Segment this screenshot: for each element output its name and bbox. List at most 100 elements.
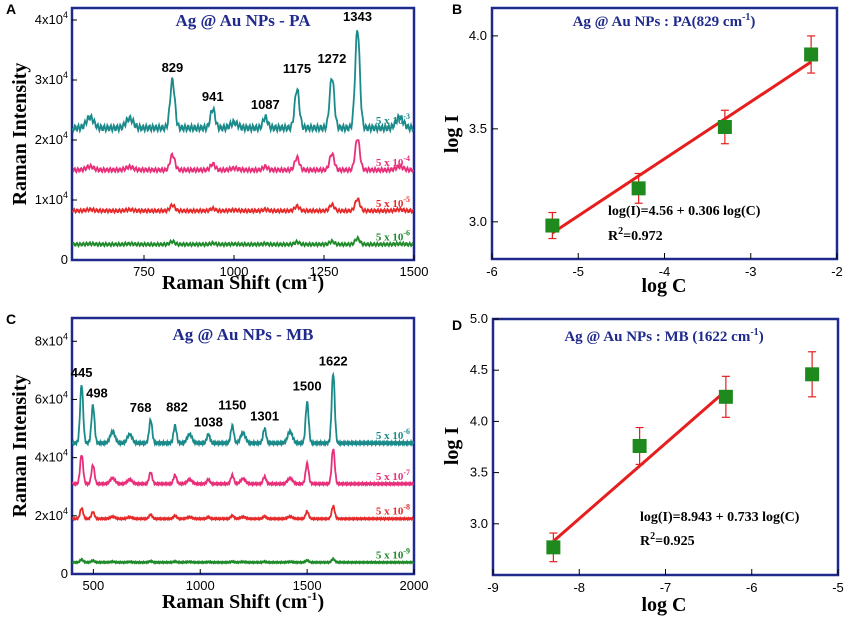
y-tick-label: 4.0 xyxy=(470,413,488,428)
peak-label: 941 xyxy=(202,89,224,104)
x-tick-label: -7 xyxy=(660,580,672,595)
concentration-label: 5 x 10-6 xyxy=(376,228,410,243)
peak-label: 498 xyxy=(86,385,108,400)
peak-label: 1038 xyxy=(194,414,223,429)
x-tick-label: 1500 xyxy=(293,578,322,593)
x-tick-label: -2 xyxy=(831,264,843,279)
y-tick-label: 2x104 xyxy=(35,130,68,147)
panel-c-xlabel: Raman Shift (cm-1) xyxy=(162,589,324,613)
panel-a-title: Ag @ Au NPs - PA xyxy=(176,11,312,30)
panel-b-calibration-pa: Ag @ Au NPs : PA(829 cm-1) -6 -5 -4 -3 -2 3.0… xyxy=(441,6,843,297)
y-tick-label: 3x104 xyxy=(35,70,68,87)
spectrum-line xyxy=(71,371,415,448)
x-tick-label: 750 xyxy=(133,264,155,279)
peak-label: 1175 xyxy=(283,61,311,76)
panel-d-plot xyxy=(546,351,820,563)
x-tick-label: 2000 xyxy=(400,578,429,593)
y-tick-label: 4x104 xyxy=(35,448,68,465)
x-tick-label: -3 xyxy=(745,264,757,279)
peak-label: 445 xyxy=(71,365,93,380)
panel-label-a: A xyxy=(6,1,16,17)
peak-label: 1500 xyxy=(293,378,322,393)
panel-d-r2: R2=0.925 xyxy=(640,531,695,549)
y-tick-label: 0 xyxy=(61,566,68,581)
panel-c-ylabel: Raman Intensity xyxy=(9,375,31,518)
spectrum-line xyxy=(71,556,415,565)
concentration-label: 5 x 10-8 xyxy=(376,503,410,518)
x-tick-label: -6 xyxy=(746,580,758,595)
peak-label: 882 xyxy=(166,400,188,415)
panel-c-spectra: 5 x 10-6 5 x 10-7 5 x 10-8 5 x 10-9 445 498 76… xyxy=(71,353,415,565)
x-tick-label: 500 xyxy=(83,578,105,593)
panel-a-ticks: 750 1000 1250 1500 1x104 2x104 3x104 4x104 0 xyxy=(35,10,429,279)
concentration-label: 5 x 10-4 xyxy=(376,154,410,169)
x-tick-label: 1000 xyxy=(220,264,249,279)
panel-b-xlabel: log C xyxy=(642,275,687,297)
y-tick-label: 3.5 xyxy=(469,121,487,136)
x-tick-label: 1250 xyxy=(310,264,339,279)
y-tick-label: 3.5 xyxy=(470,465,488,480)
peak-label: 829 xyxy=(162,60,184,75)
x-tick-label: -9 xyxy=(487,580,499,595)
panel-label-c: C xyxy=(6,311,16,327)
panel-a-frame xyxy=(70,6,416,262)
data-point xyxy=(717,119,732,134)
concentration-label: 5 x 10-3 xyxy=(376,112,410,127)
spectrum-line xyxy=(72,504,415,522)
x-tick-label: -5 xyxy=(832,580,844,595)
x-tick-label: -4 xyxy=(659,264,671,279)
data-point xyxy=(632,438,647,453)
panel-b-r2: R2=0.972 xyxy=(608,226,663,244)
y-tick-label: 0 xyxy=(61,252,68,267)
panel-c-title: Ag @ Au NPs - MB xyxy=(173,325,314,344)
panel-label-b: B xyxy=(452,1,462,17)
y-tick-label: 5.0 xyxy=(470,311,488,326)
data-point xyxy=(805,367,820,382)
panel-b-equation: log(I)=4.56 + 0.306 log(C) xyxy=(608,204,761,219)
y-tick-label: 1x104 xyxy=(35,190,68,207)
data-point xyxy=(718,389,733,404)
spectrum-line xyxy=(71,234,414,248)
y-tick-label: 4.0 xyxy=(469,28,487,43)
x-tick-label: 1000 xyxy=(186,578,215,593)
panel-label-d: D xyxy=(452,317,462,333)
data-point xyxy=(804,47,819,62)
peak-label: 768 xyxy=(130,400,152,415)
panel-b-plot xyxy=(545,35,819,240)
spectrum-line xyxy=(71,30,414,135)
concentration-label: 5 x 10-7 xyxy=(376,468,410,483)
panel-d-xlabel: log C xyxy=(642,594,687,616)
y-tick-label: 4x104 xyxy=(35,10,68,27)
peak-label: 1150 xyxy=(218,398,246,413)
peak-label: 1301 xyxy=(250,409,279,424)
peak-label: 1272 xyxy=(317,51,346,66)
spectrum-line xyxy=(71,448,415,488)
panel-d-equation: log(I)=8.943 + 0.733 log(C) xyxy=(640,510,800,525)
panel-c-ticks: 500 1000 1500 2000 2x104 4x104 6x104 8x104 0 xyxy=(35,331,429,593)
x-tick-label: -5 xyxy=(572,264,584,279)
panel-d-title: Ag @ Au NPs : MB (1622 cm-1) xyxy=(564,327,763,345)
x-tick-label: -8 xyxy=(573,580,585,595)
spectrum-line xyxy=(71,197,415,215)
panel-d-ylabel: log I xyxy=(441,427,463,466)
panel-d-calibration-mb: Ag @ Au NPs : MB (1622 cm-1) -9 -8 -7 -6 -5 3… xyxy=(441,311,844,616)
y-tick-label: 3.0 xyxy=(470,516,488,531)
panel-a-xlabel: Raman Shift (cm-1) xyxy=(162,270,324,294)
panel-a-ylabel: Raman Intensity xyxy=(9,63,31,206)
panel-b-ylabel: log I xyxy=(441,115,463,154)
peak-label: 1087 xyxy=(251,97,280,112)
y-tick-label: 2x104 xyxy=(35,506,68,523)
panel-c-frame xyxy=(70,316,416,576)
fit-line xyxy=(551,60,812,235)
panel-b-ticks: -6 -5 -4 -3 -2 3.0 3.5 4.0 xyxy=(469,28,843,279)
y-tick-label: 8x104 xyxy=(35,331,68,348)
fit-line xyxy=(552,389,727,543)
panel-b-title: Ag @ Au NPs : PA(829 cm-1) xyxy=(573,12,756,30)
peak-label: 1343 xyxy=(343,9,372,24)
x-tick-label: -6 xyxy=(486,264,498,279)
y-tick-label: 3.0 xyxy=(469,214,487,229)
panel-a-spectra: 5 x 10-3 5 x 10-4 5 x 10-5 5 x 10-6 829 941 10… xyxy=(71,9,415,248)
data-point xyxy=(546,540,561,555)
x-tick-label: 1500 xyxy=(400,264,429,279)
